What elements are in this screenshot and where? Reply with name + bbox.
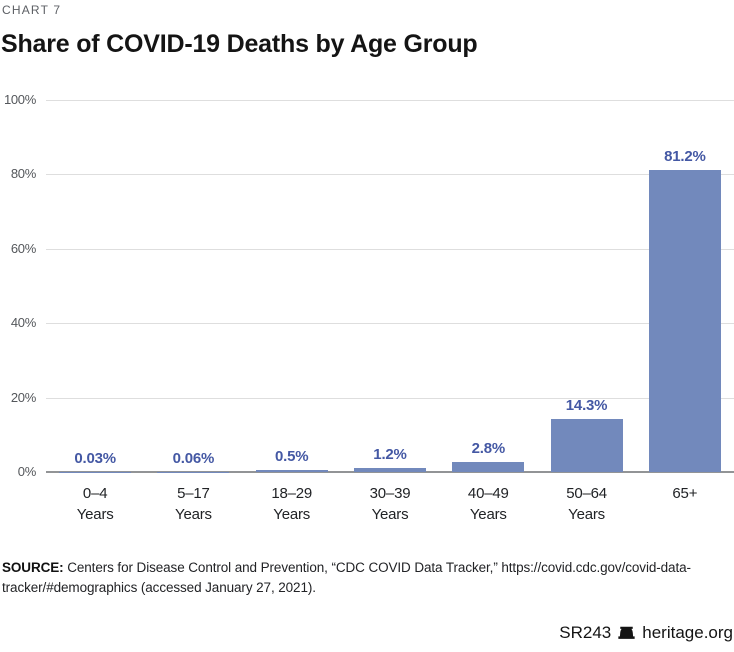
gridline xyxy=(46,323,734,325)
gridline xyxy=(46,100,734,101)
bar xyxy=(354,467,426,472)
bar xyxy=(648,169,721,472)
x-axis-category-line: 0–4 xyxy=(82,485,108,502)
x-axis-category-line: Years xyxy=(273,506,311,523)
x-axis-category-line: 50–64 xyxy=(566,485,607,502)
x-axis-category-label: 0–4 Years xyxy=(45,483,145,525)
report-id: SR243 xyxy=(559,623,612,642)
y-axis-tick-label: 20% xyxy=(10,389,36,405)
y-axis-tick-label: 80% xyxy=(10,166,36,182)
gridline xyxy=(46,248,734,250)
x-axis-category-line: 5–17 xyxy=(177,485,210,502)
x-axis-line xyxy=(46,471,734,473)
bar xyxy=(255,470,328,472)
x-axis-category-line: Years xyxy=(469,506,507,523)
bar-value-label: 81.2% xyxy=(664,147,706,165)
x-axis-category-line: Years xyxy=(371,506,409,523)
x-axis-category-line: Years xyxy=(175,506,212,523)
x-axis-category-label: 40–49 Years xyxy=(438,483,538,525)
x-axis-category-line: Years xyxy=(568,506,605,523)
bar-value-label: 14.3% xyxy=(565,396,608,414)
x-axis-category-label: 50–64 Years xyxy=(537,483,637,525)
x-axis-category-label: 65+ xyxy=(635,483,734,504)
bar-value-label: 0.06% xyxy=(172,449,215,467)
bar-value-label: 2.8% xyxy=(471,439,506,457)
y-axis-tick-label: 40% xyxy=(10,315,36,331)
bar-value-label: 0.5% xyxy=(275,448,309,466)
x-axis-category-label: 30–39 Years xyxy=(340,483,440,525)
footer: SR243 heritage.org xyxy=(559,623,733,643)
gridline xyxy=(46,397,734,399)
x-axis-category-line: 65+ xyxy=(672,485,698,502)
bar xyxy=(452,461,525,472)
bar-value-label: 1.2% xyxy=(373,445,407,463)
y-axis-tick-label: 100% xyxy=(3,92,36,107)
bar xyxy=(550,418,623,472)
chart-title: Share of COVID-19 Deaths by Age Group xyxy=(1,30,478,58)
x-axis-category-label: 18–29 Years xyxy=(242,483,342,525)
x-axis-category-label: 5–17 Years xyxy=(143,483,243,525)
x-axis-category-line: Years xyxy=(76,506,114,523)
chart-kicker: CHART 7 xyxy=(2,3,62,17)
x-axis-category-line: 30–39 xyxy=(369,485,411,502)
site-name: heritage.org xyxy=(642,623,733,642)
liberty-bell-icon xyxy=(618,626,635,639)
y-axis-tick-label: 0% xyxy=(17,464,37,479)
x-axis-category-line: 40–49 xyxy=(467,485,509,502)
y-axis-tick-label: 60% xyxy=(10,240,36,256)
source-note: SOURCE: Centers for Disease Control and … xyxy=(2,558,714,598)
source-text: Centers for Disease Control and Preventi… xyxy=(2,560,691,595)
bar-value-label: 0.03% xyxy=(74,449,116,467)
gridline xyxy=(46,174,734,176)
source-label: SOURCE: xyxy=(2,560,64,575)
x-axis-category-line: 18–29 xyxy=(271,485,313,502)
